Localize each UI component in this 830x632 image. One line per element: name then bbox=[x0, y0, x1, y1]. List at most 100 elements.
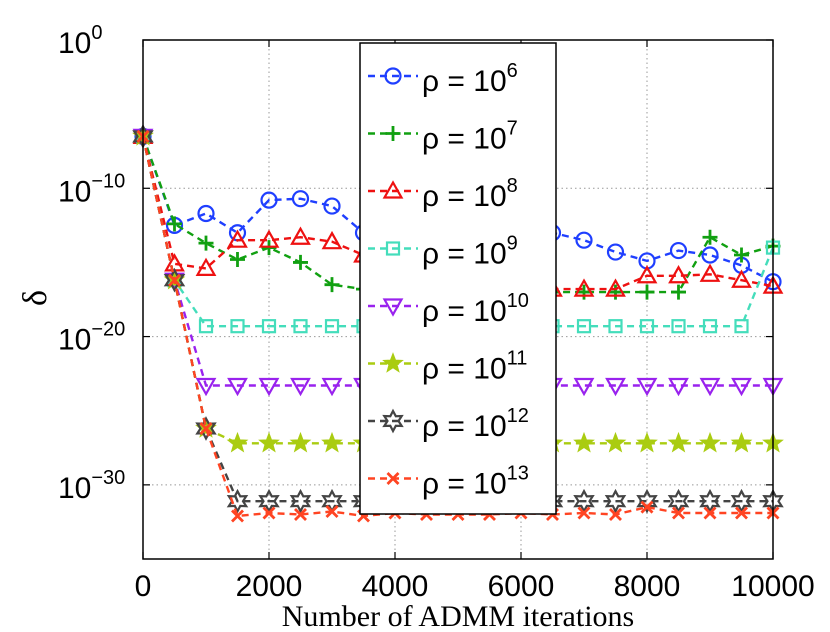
legend-marker bbox=[384, 67, 402, 85]
legend-marker bbox=[382, 298, 404, 317]
data-point bbox=[321, 431, 343, 453]
data-point bbox=[575, 231, 593, 249]
data-point bbox=[636, 265, 658, 284]
data-point bbox=[199, 422, 213, 435]
x-tick-label: 6000 bbox=[488, 570, 555, 603]
data-point bbox=[639, 319, 655, 334]
x-tick-label: 10000 bbox=[731, 570, 814, 603]
data-point bbox=[702, 319, 718, 334]
data-point bbox=[573, 278, 595, 297]
data-point bbox=[195, 257, 217, 276]
legend-label: ρ = 1010 bbox=[422, 290, 529, 328]
data-point bbox=[605, 377, 626, 397]
data-point bbox=[289, 488, 312, 514]
x-tick-label: 4000 bbox=[362, 570, 429, 603]
data-point bbox=[604, 431, 627, 453]
data-point bbox=[293, 319, 308, 334]
data-point bbox=[573, 431, 595, 453]
data-point bbox=[604, 488, 627, 514]
legend-item: ρ = 106 bbox=[368, 60, 518, 98]
data-point bbox=[258, 229, 280, 248]
x-tick-label: 2000 bbox=[236, 570, 303, 603]
legend-item: ρ = 107 bbox=[368, 118, 518, 156]
data-point bbox=[290, 226, 311, 245]
data-point bbox=[730, 431, 753, 453]
series-line bbox=[141, 136, 773, 503]
data-point bbox=[230, 251, 245, 267]
data-point bbox=[636, 488, 658, 514]
data-point bbox=[609, 508, 622, 522]
data-point bbox=[639, 284, 655, 300]
data-point bbox=[636, 377, 658, 397]
legend-item: ρ = 108 bbox=[368, 175, 518, 213]
data-point bbox=[606, 243, 625, 261]
y-tick-label: 10−10 bbox=[58, 170, 125, 208]
data-point bbox=[261, 319, 277, 334]
data-point bbox=[731, 377, 752, 397]
y-tick-label: 10−20 bbox=[58, 319, 125, 357]
data-point bbox=[699, 377, 721, 397]
data-point bbox=[668, 265, 689, 284]
data-point bbox=[576, 319, 592, 334]
data-point bbox=[576, 284, 592, 300]
y-tick-label: 10−30 bbox=[58, 467, 125, 505]
data-point bbox=[636, 431, 658, 453]
data-point bbox=[163, 267, 186, 293]
data-point bbox=[701, 246, 719, 264]
x-tick-label: 0 bbox=[135, 570, 152, 603]
data-point bbox=[699, 431, 721, 453]
legend-marker bbox=[385, 126, 401, 141]
data-point bbox=[323, 197, 341, 215]
data-point bbox=[608, 319, 623, 334]
data-point bbox=[195, 416, 217, 441]
data-point bbox=[294, 508, 307, 522]
data-point bbox=[230, 319, 245, 334]
data-point bbox=[573, 377, 595, 397]
data-point bbox=[227, 229, 248, 248]
data-point bbox=[324, 319, 340, 334]
legend-marker bbox=[382, 408, 404, 434]
legend-marker bbox=[386, 472, 400, 485]
data-point bbox=[734, 247, 749, 263]
legend-item: ρ = 1010 bbox=[368, 290, 529, 328]
series-line bbox=[141, 136, 775, 328]
legend-item: ρ = 1013 bbox=[368, 463, 529, 501]
data-point bbox=[671, 319, 686, 334]
data-point bbox=[699, 263, 721, 282]
data-point bbox=[734, 319, 749, 334]
data-point bbox=[672, 506, 685, 520]
legend-label: ρ = 108 bbox=[422, 175, 518, 213]
axis-ticks: 0 2000 4000 6000 8000 10000 100 10−10 10−20 10−30 bbox=[58, 22, 815, 603]
data-point bbox=[321, 230, 343, 250]
data-point bbox=[731, 269, 752, 288]
data-point bbox=[577, 506, 591, 520]
x-tick-label: 8000 bbox=[614, 570, 681, 603]
legend-item: ρ = 1012 bbox=[368, 405, 529, 443]
data-point bbox=[168, 273, 181, 287]
data-point bbox=[291, 190, 310, 208]
x-axis-label: Number of ADMM iterations bbox=[282, 600, 634, 632]
legend: ρ = 106 ρ = 107 ρ = 108 ρ = 109 ρ = 1010 ρ = … bbox=[359, 42, 557, 515]
data-point bbox=[640, 500, 654, 514]
data-point bbox=[293, 254, 308, 270]
legend-marker bbox=[385, 241, 401, 256]
data-point bbox=[195, 377, 217, 397]
plot-frame bbox=[142, 39, 774, 560]
data-point bbox=[324, 277, 340, 293]
data-point bbox=[227, 377, 248, 397]
data-point bbox=[289, 431, 312, 453]
data-point bbox=[258, 377, 280, 397]
data-point bbox=[703, 506, 717, 520]
legend-item: ρ = 1011 bbox=[368, 348, 527, 386]
data-point bbox=[605, 278, 626, 297]
legend-label: ρ = 109 bbox=[422, 233, 518, 271]
data-point bbox=[667, 431, 690, 453]
data-point bbox=[671, 284, 686, 300]
legend-label: ρ = 107 bbox=[422, 118, 518, 156]
legend-item: ρ = 109 bbox=[368, 233, 518, 271]
data-point bbox=[290, 377, 311, 397]
data-point bbox=[198, 319, 214, 334]
legend-marker bbox=[382, 352, 404, 373]
data-point bbox=[167, 216, 182, 232]
